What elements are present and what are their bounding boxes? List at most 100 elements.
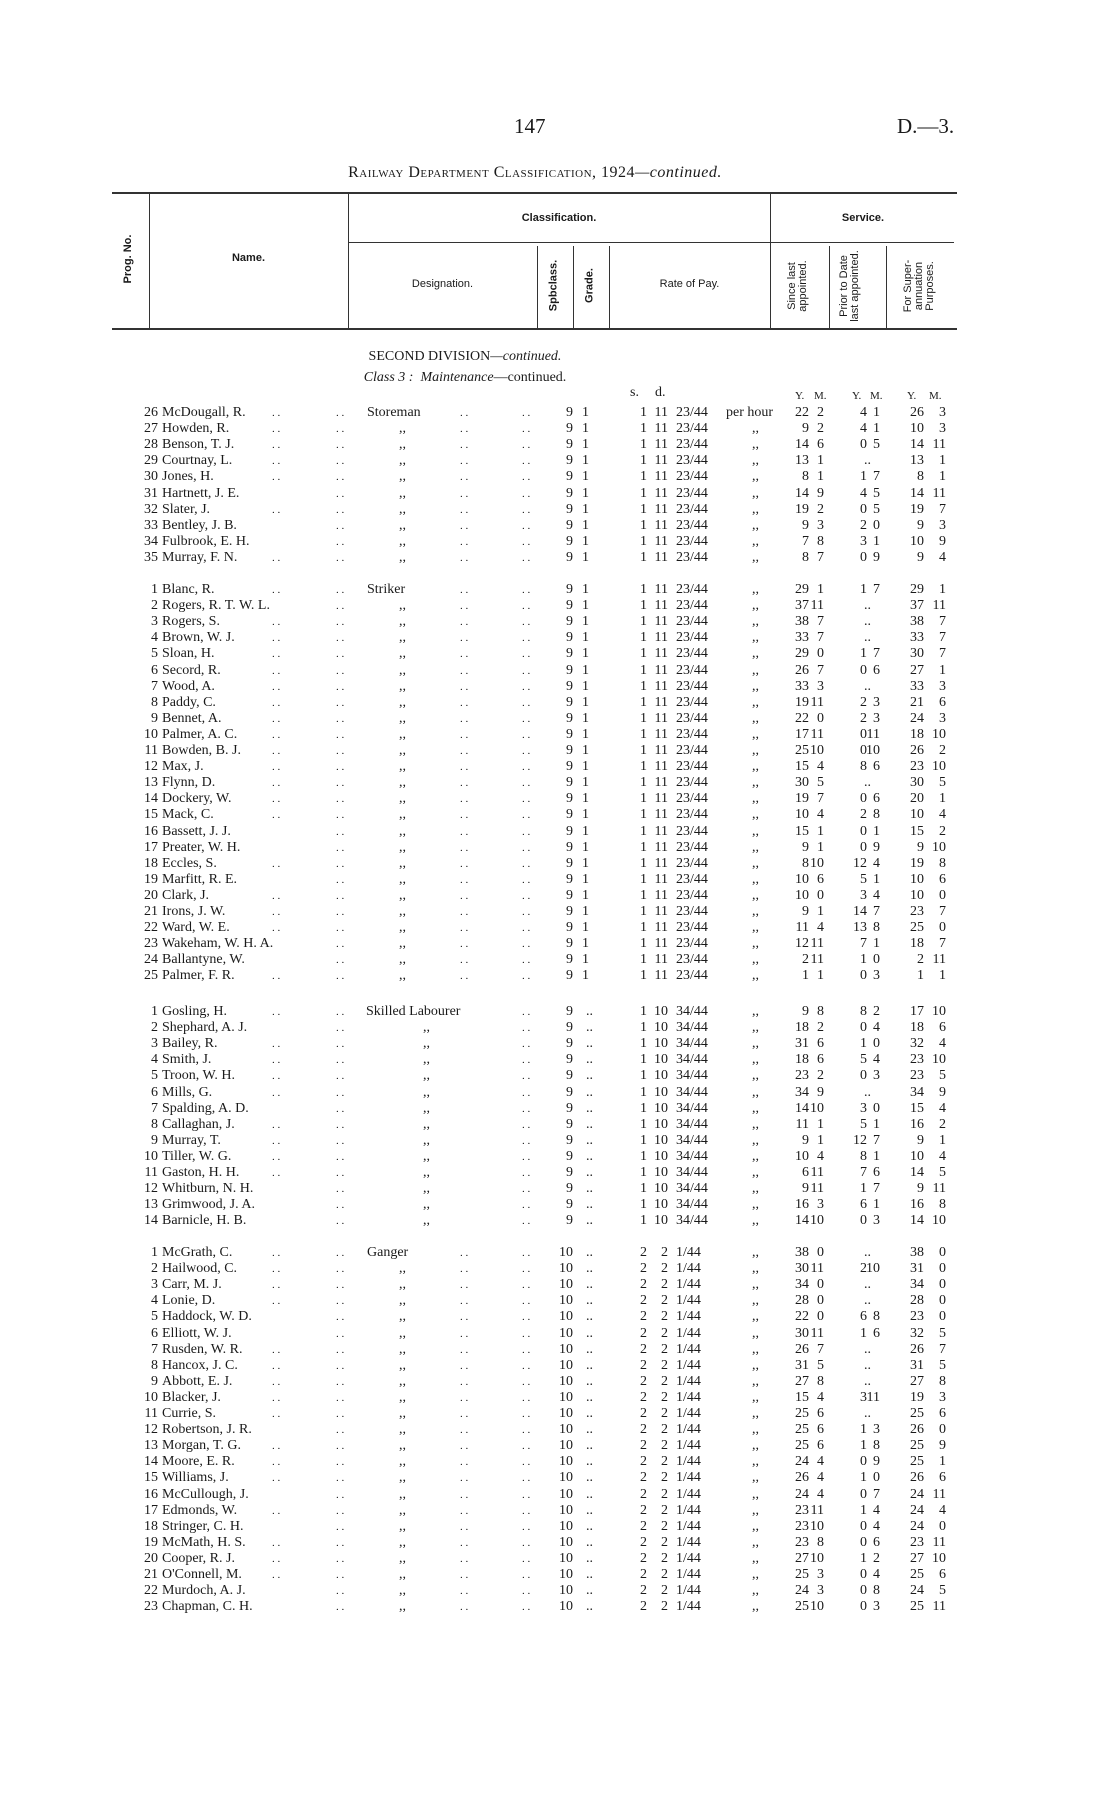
designation-ditto: ,, [399,614,406,629]
dot-leader: . . [522,1424,531,1436]
since-months: 10 [810,1551,824,1566]
rate-unit-ditto: ,, [752,1503,759,1518]
subclass: 9 [566,598,573,613]
dot-leader: . . [272,632,281,644]
subclass: 10 [559,1487,573,1502]
rate-pence: 10 [654,1020,668,1035]
dot-leader: . . [460,826,469,838]
employee-name: Hailwood, C. [162,1261,238,1276]
employee-name: Grimwood, J. A. [162,1197,255,1212]
dot-leader: . . [460,1295,469,1307]
rate-pence: 2 [661,1454,668,1469]
grade: 1 [582,952,589,967]
dot-leader: . . [272,970,281,982]
since-months: 1 [817,824,824,839]
designation-ditto: ,, [399,534,406,549]
prior-years: 4 [860,421,867,436]
dot-leader: . . [336,423,345,435]
dot-leader: . . [336,488,345,500]
dot-leader: . . [336,648,345,660]
grade: .. [586,1004,593,1019]
rate-shillings: 2 [640,1519,647,1534]
super-months: 0 [939,920,946,935]
since-years: 22 [795,405,809,420]
rate-fraction: 1/44 [676,1406,701,1421]
prior-years: 3 [860,534,867,549]
prior-years: 5 [860,872,867,887]
dot-leader: . . [272,906,281,918]
designation-ditto: ,, [399,695,406,710]
grade: .. [586,1358,593,1373]
since-months: 7 [817,550,824,565]
since-years: 24 [795,1583,809,1598]
rate-shillings: 2 [640,1583,647,1598]
prior-months: 1 [873,1117,880,1132]
subclass: 10 [559,1277,573,1292]
prior-months: 0 [873,952,880,967]
since-years: 19 [795,791,809,806]
super-months: 4 [939,1503,946,1518]
header-grade: Grade. [583,268,596,303]
grade: .. [586,1020,593,1035]
prog-number: 14 [144,791,158,806]
super-years: 14 [910,1165,924,1180]
subclass: 10 [559,1583,573,1598]
subclass: 10 [559,1567,573,1582]
grade: .. [586,1197,593,1212]
prog-number: 2 [151,1261,158,1276]
rate-unit: per hour [726,405,774,420]
subclass: 9 [566,1165,573,1180]
dot-leader: . . [336,1263,345,1275]
dot-leader: . . [460,793,469,805]
dot-leader: . . [272,407,281,419]
dot-leader: . . [522,616,531,628]
rate-shillings: 1 [640,550,647,565]
grade: 1 [582,453,589,468]
rate-shillings: 2 [640,1374,647,1389]
rate-shillings: 1 [640,824,647,839]
dot-leader: . . [336,1070,345,1082]
super-months: 9 [939,534,946,549]
prior-months: 3 [873,968,880,983]
rate-fraction: 23/44 [676,614,708,629]
super-months: 9 [939,1438,946,1453]
employee-name: Haddock, W. D. [162,1309,252,1324]
grade: .. [586,1149,593,1164]
rate-fraction: 23/44 [676,775,708,790]
since-years: 8 [802,856,809,871]
prior-months: 3 [873,695,880,710]
rate-shillings: 1 [640,888,647,903]
document-reference: D.—3. [897,114,955,138]
dot-leader: . . [272,1408,281,1420]
super-months: 6 [939,1470,946,1485]
dot-leader: . . [460,1424,469,1436]
prior-years: 13 [853,920,867,935]
since-months: 6 [817,1438,824,1453]
rate-pence: 2 [661,1245,668,1260]
rate-shillings: 1 [640,486,647,501]
super-months: 7 [939,646,946,661]
dot-leader: . . [522,1054,531,1066]
prog-number: 20 [144,1551,158,1566]
designation-ditto: ,, [399,1503,406,1518]
dot-leader: . . [272,1054,281,1066]
prior-months: 7 [873,469,880,484]
dot-leader: . . [272,1537,281,1549]
employee-name: Barnicle, H. B. [162,1213,247,1228]
rate-pence: 2 [661,1326,668,1341]
designation-ditto: ,, [423,1197,430,1212]
rate-fraction: 23/44 [676,550,708,565]
dot-leader: . . [522,423,531,435]
super-years: 24 [910,1503,924,1518]
super-years: 26 [910,1422,924,1437]
rate-fraction: 23/44 [676,405,708,420]
dot-leader: . . [272,1119,281,1131]
class-name: Maintenance [420,370,494,385]
header-name: Name. [231,252,266,264]
dot-leader: . . [522,552,531,564]
rate-pence: 11 [654,759,668,774]
header-service: Service. [841,212,885,224]
rate-pence: 10 [654,1197,668,1212]
rate-pence: 2 [661,1487,668,1502]
rate-pence: 11 [654,824,668,839]
